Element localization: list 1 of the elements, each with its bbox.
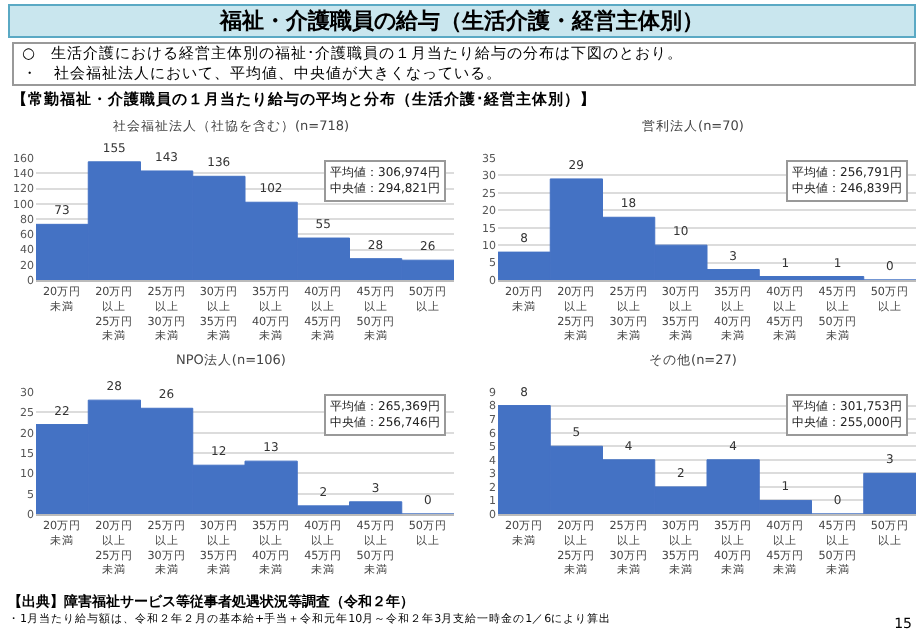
text: 福祉・介護職員の給与（生活介護・経営主体別） (8, 4, 916, 38)
